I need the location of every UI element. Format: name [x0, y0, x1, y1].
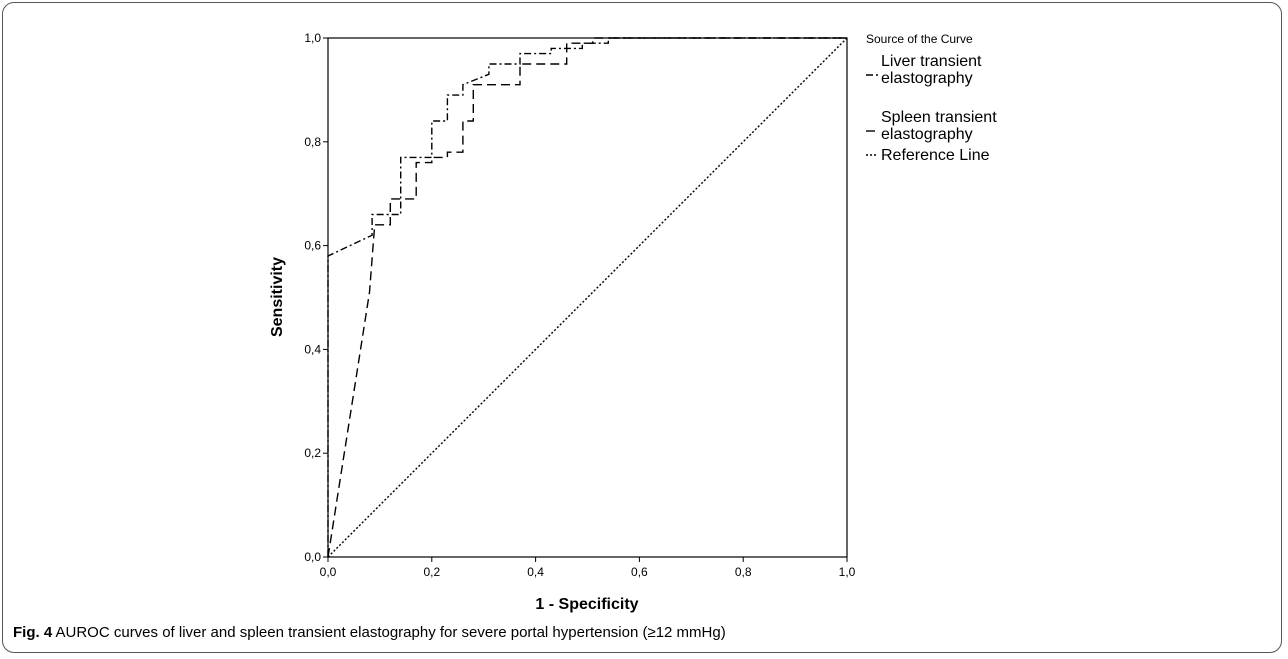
y-tick-label: 0,8: [304, 135, 321, 149]
plot-area: [327, 37, 848, 558]
legend-title: Source of the Curve: [866, 32, 973, 46]
x-tick-label: 0,8: [735, 565, 752, 579]
y-tick-label: 0,6: [304, 239, 321, 253]
series-line-0: [327, 37, 847, 557]
x-tick-label: 0,2: [423, 565, 440, 579]
caption-text: AUROC curves of liver and spleen transie…: [52, 624, 726, 641]
figure-caption: Fig. 4 AUROC curves of liver and spleen …: [13, 624, 726, 641]
x-axis-title: 1 - Specificity: [535, 596, 638, 613]
y-tick-label: 1,0: [304, 31, 321, 45]
y-axis-title: Sensitivity: [269, 257, 286, 337]
legend-label-1: Spleen transient elastography: [881, 109, 997, 143]
y-tick-label: 0,4: [304, 342, 321, 356]
roc-chart: 0,0 0,2 0,4 0,6 0,8 1,0 0,0 0,2 0,4 0,6 0,8 1,0 1 …: [269, 31, 997, 613]
y-tick-label: 0,0: [304, 550, 321, 564]
caption-label: Fig. 4: [13, 624, 53, 641]
x-tick-label: 1,0: [839, 565, 856, 579]
legend-label-0: Liver transient elastography: [881, 53, 982, 87]
x-axis-ticks: 0,0 0,2 0,4 0,6 0,8 1,0: [320, 557, 856, 579]
x-tick-label: 0,0: [320, 565, 337, 579]
y-tick-label: 0,2: [304, 446, 321, 460]
series-line-1: [327, 37, 847, 558]
legend-label-2: Reference Line: [881, 147, 990, 164]
y-axis-ticks: 0,0 0,2 0,4 0,6 0,8 1,0: [304, 31, 328, 564]
series-lines: [327, 37, 848, 558]
x-tick-label: 0,6: [631, 565, 648, 579]
x-tick-label: 0,4: [527, 565, 544, 579]
series-line-2: [327, 37, 848, 558]
legend: Liver transient elastography Spleen transi…: [866, 53, 997, 164]
